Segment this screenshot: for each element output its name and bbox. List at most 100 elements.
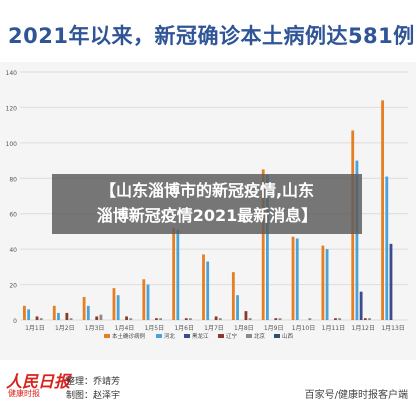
legend-swatch [274,334,280,338]
bar [65,312,69,320]
bar [385,176,389,320]
bar [334,318,337,320]
bar [355,160,359,320]
footer-bar [0,360,416,408]
bar [389,243,393,320]
y-tick-label: 40 [9,247,17,254]
chart-bars [23,100,393,320]
x-tick-label: 1月13日 [381,325,404,332]
y-tick-label: 140 [6,70,18,77]
bar [278,318,282,320]
chart-legend: 本土确诊病例 河北 黑龙江 辽宁 北京 山西 [104,332,294,340]
legend-label: 山西 [282,332,294,340]
bar [291,236,295,320]
bar [381,100,384,320]
legend-swatch [184,334,190,338]
bar [129,318,133,320]
bar [363,318,367,320]
legend-swatch [246,334,252,338]
bar [172,227,176,320]
bar [184,318,188,320]
y-tick-label: 60 [9,212,17,219]
bar [261,169,265,320]
bar [218,318,222,320]
banner-text: 【山东淄博市的新冠疫情,山东 淄博新冠疫情2021最新消息】 [52,178,362,228]
bar [142,279,146,320]
bar [159,318,163,320]
legend-swatch [218,334,224,338]
bar [57,312,60,320]
bar [95,316,99,320]
bar [189,318,192,320]
logo-subtitle: 健康时报 [8,389,40,398]
banner-line-1: 【山东淄博市的新冠疫情,山东 [99,181,315,200]
bar [236,295,239,320]
x-axis-ticks: 1月1日 1月2日 1月3日 1月4日 1月5日 1月6日 1月7日 1月8日 1月9日 1月10… [25,325,405,332]
bar [321,245,325,320]
bar [248,318,252,320]
bar [206,261,210,320]
bar [99,314,103,320]
legend-label: 本土确诊病例 [112,332,146,340]
source-watermark: 百家号/健康时报客户端 [304,390,408,401]
bar [125,316,128,320]
bar [359,291,363,320]
bar [325,249,329,320]
legend-label: 辽宁 [226,332,238,340]
x-tick-label: 1月10日 [292,325,315,332]
x-tick-label: 1月6日 [174,325,194,332]
bar [35,316,39,320]
x-tick-label: 1月9日 [264,325,284,332]
overlay-banner[interactable]: 【山东淄博市的新冠疫情,山东 淄博新冠疫情2021最新消息】 [52,174,362,234]
bar [27,309,31,320]
bar [23,305,26,320]
x-tick-label: 1月11日 [322,325,345,332]
editor-credit: 整理：乔靖芳 [66,377,121,387]
legend-label: 河北 [164,332,176,340]
logo-text: 人民日报 [6,372,71,391]
bar [308,318,312,320]
bar [214,316,218,320]
bar [155,318,158,320]
bar [116,295,120,320]
bar [274,318,278,320]
bar [295,238,299,320]
bar [231,272,235,320]
y-tick-label: 120 [6,105,18,112]
x-tick-label: 1月3日 [85,325,105,332]
newspaper-logo: 人民日报 健康时报 [6,366,70,400]
legend-swatch [156,334,162,338]
x-tick-label: 1月1日 [25,325,45,332]
x-tick-label: 1月12日 [352,325,375,332]
x-tick-label: 1月2日 [55,325,75,332]
bar [265,174,269,320]
legend-label: 北京 [254,332,266,340]
headline-panel: 2021年以来，新冠确诊本土病例达581例 [0,0,416,62]
bar [69,318,73,320]
bar [112,288,116,320]
x-tick-label: 1月8日 [234,325,254,332]
y-tick-label: 0 [13,318,17,325]
x-tick-label: 1月4日 [115,325,135,332]
bar [338,318,342,320]
y-tick-label: 20 [9,283,17,290]
bar [202,254,205,320]
legend-swatch [104,334,110,338]
y-axis-ticks: 0 20 40 60 80 100 120 140 [6,70,18,325]
x-tick-label: 1月7日 [204,325,224,332]
bar [368,318,371,320]
banner-line-2: 淄博新冠疫情2021最新消息】 [96,206,318,225]
bar [52,305,56,320]
legend-label: 黑龙江 [192,332,209,340]
bar [146,284,150,320]
x-tick-label: 1月5日 [144,325,164,332]
bar [39,318,43,320]
bar [176,229,180,320]
headline-title: 2021年以来，新冠确诊本土病例达581例 [8,24,415,48]
bar [86,305,90,320]
y-tick-label: 100 [6,141,18,148]
y-tick-label: 80 [9,176,17,183]
bar [82,296,86,320]
designer-credit: 制图：赵泽宇 [66,391,121,401]
